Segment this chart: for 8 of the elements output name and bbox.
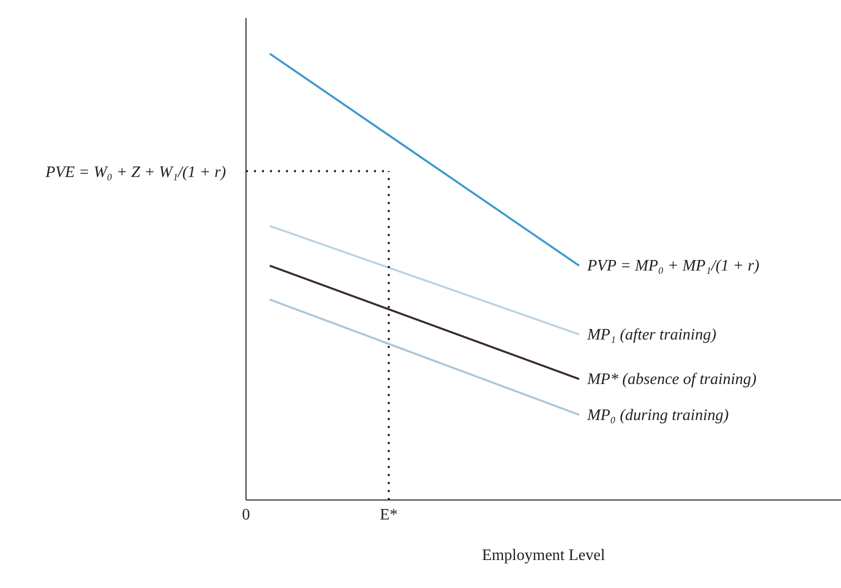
series-label: PVP = MP₀ + MP₁/(1 + r) [586, 258, 760, 275]
x-axis-title: Employment Level [482, 547, 606, 564]
x-tick-label: 0 [242, 506, 250, 524]
ref-line-label: PVE = W₀ + Z + W₁/(1 + r) [44, 164, 226, 181]
x-tick-label: E* [380, 506, 398, 524]
series-label: MP₀ (during training) [586, 406, 729, 424]
series-label: MP* (absence of training) [586, 371, 756, 388]
series-label: MP₁ (after training) [586, 326, 716, 344]
